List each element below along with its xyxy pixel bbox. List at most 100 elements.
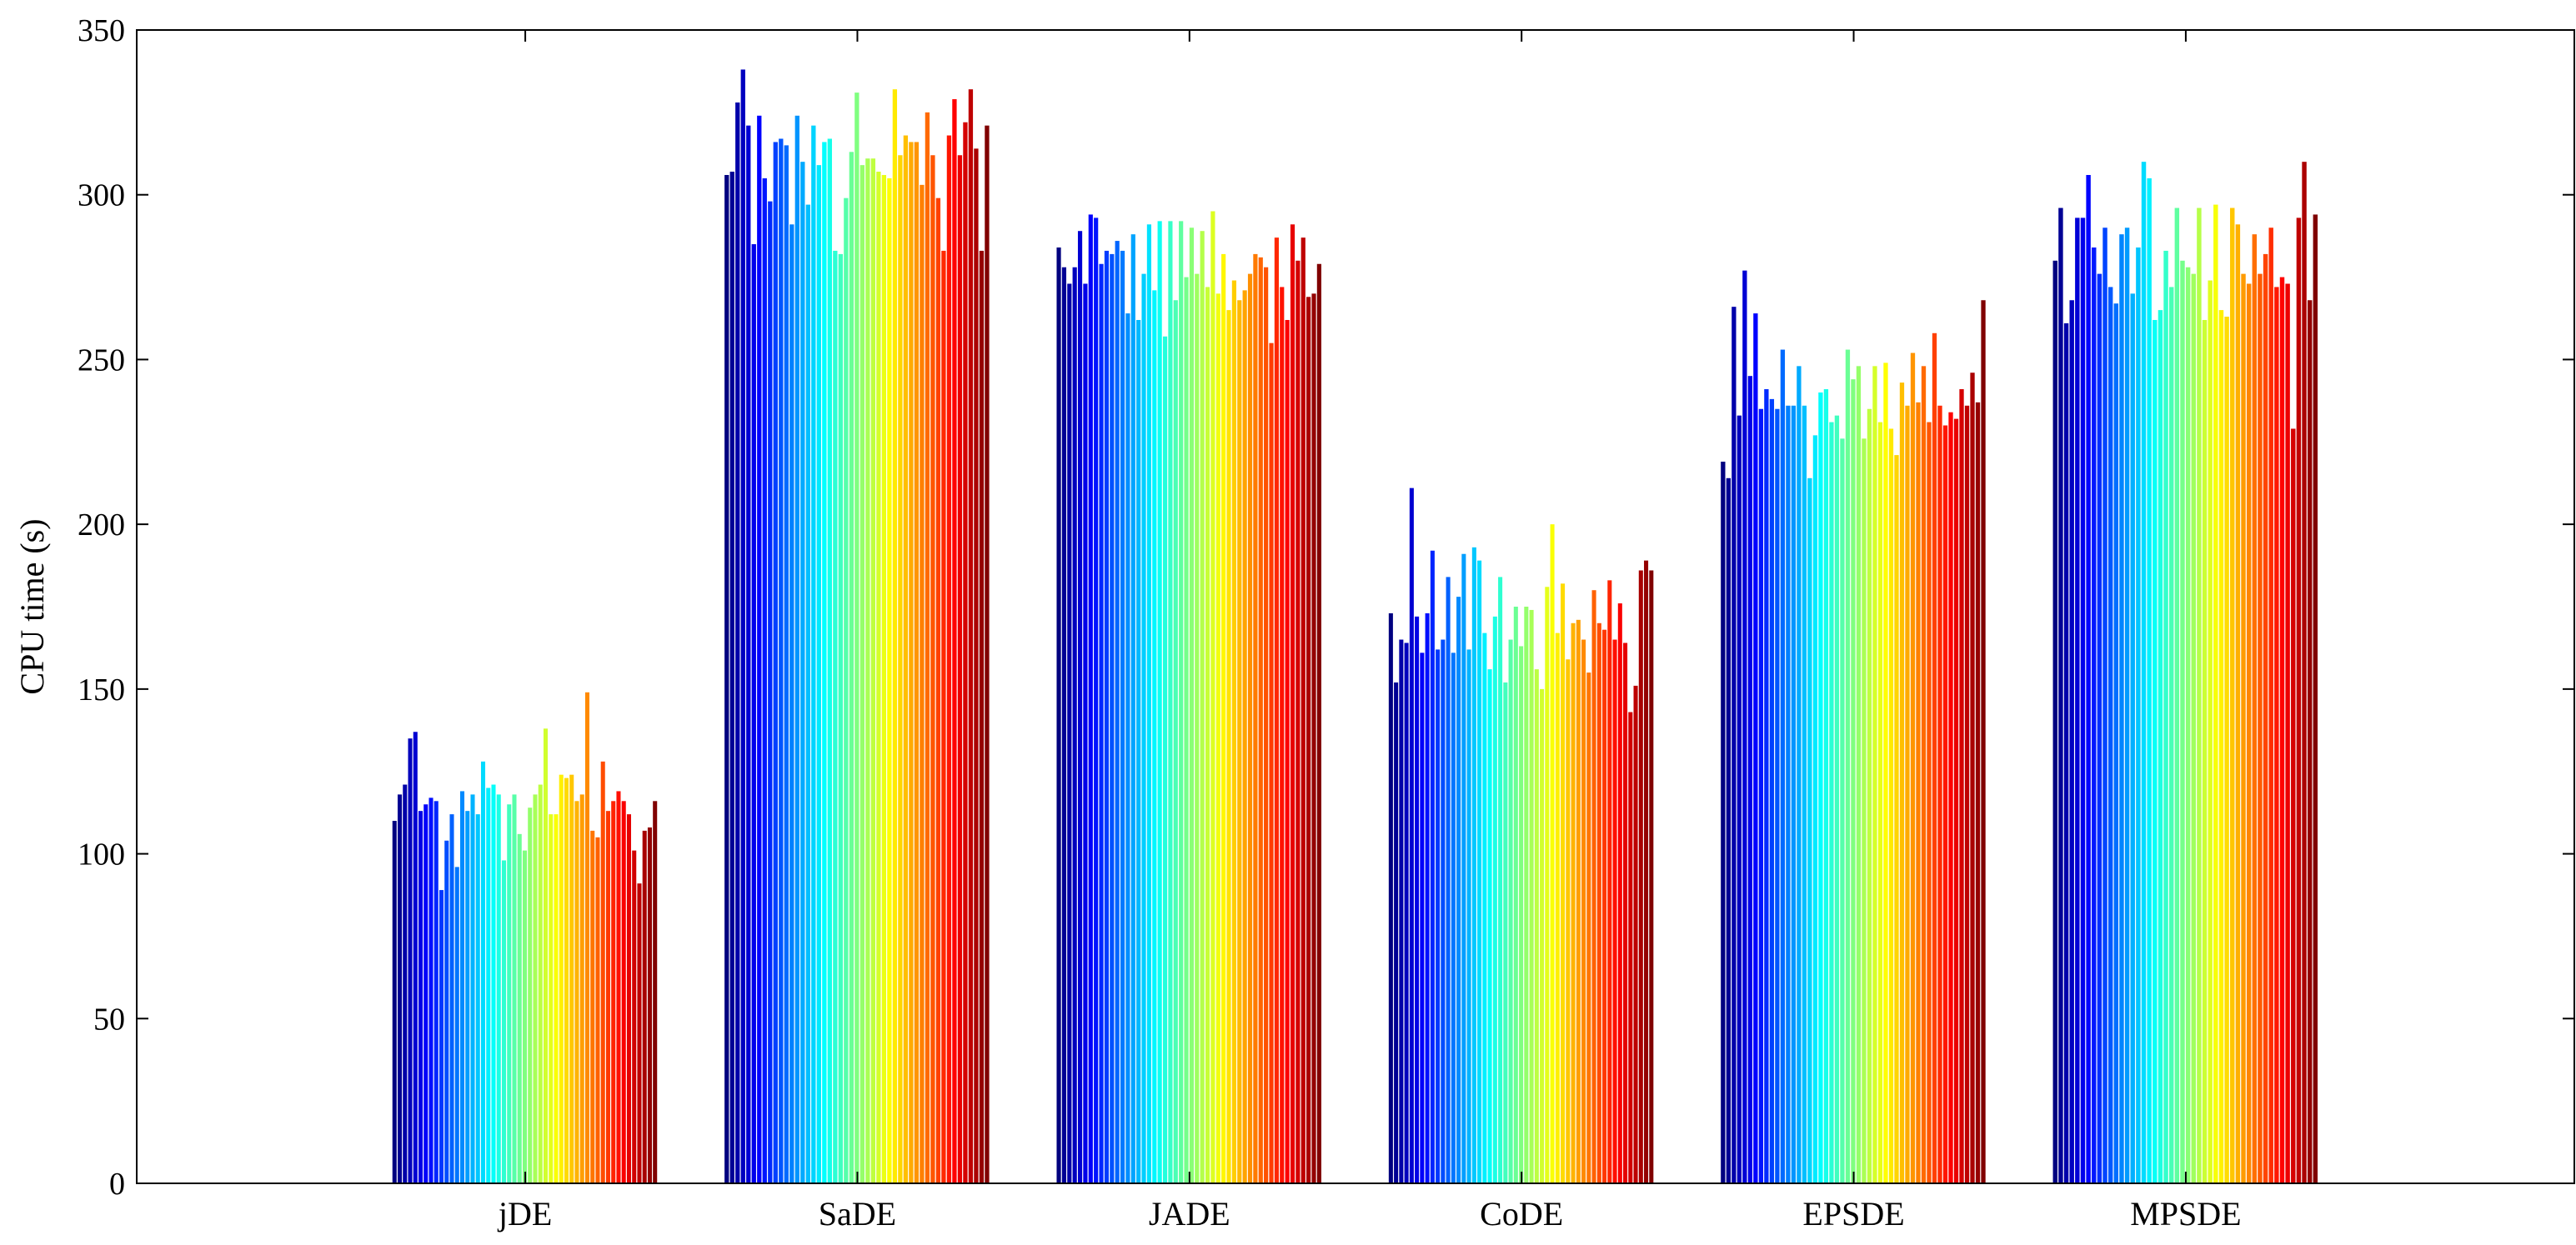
bar-epsde-36 (1910, 352, 1916, 1183)
bar-sade-8 (762, 178, 767, 1184)
bar-epsde-43 (1948, 412, 1953, 1183)
bar-sade-41 (941, 250, 946, 1184)
bar-sade-38 (925, 112, 930, 1184)
bar-jade-27 (1195, 273, 1200, 1183)
bar-epsde-6 (1747, 376, 1753, 1183)
bar-mpsde-33 (2230, 208, 2235, 1183)
y-tick-label-300: 300 (78, 178, 125, 213)
bar-mpsde-13 (2119, 234, 2124, 1183)
bar-jde-5 (413, 732, 418, 1183)
bar-jade-29 (1205, 287, 1210, 1184)
y-axis-title: CPU time (s) (13, 518, 51, 694)
bar-jade-14 (1125, 313, 1130, 1183)
bar-sade-22 (838, 253, 843, 1183)
bar-mpsde-39 (2263, 253, 2268, 1183)
bar-sade-49 (985, 125, 990, 1183)
bar-code-14 (1456, 597, 1461, 1183)
bar-jde-42 (605, 811, 610, 1183)
bar-jade-2 (1061, 267, 1067, 1184)
bar-sade-37 (920, 184, 925, 1184)
x-tick-label-mpsde: MPSDE (2130, 1195, 2241, 1232)
bar-mpsde-11 (2107, 287, 2113, 1184)
bar-mpsde-23 (2174, 208, 2180, 1183)
bar-sade-12 (784, 145, 789, 1183)
bar-mpsde-41 (2274, 287, 2279, 1184)
bar-epsde-11 (1775, 408, 1780, 1183)
bar-jade-44 (1285, 319, 1290, 1184)
bar-jade-4 (1072, 267, 1077, 1184)
bar-mpsde-48 (2313, 214, 2318, 1184)
bar-mpsde-21 (2163, 250, 2168, 1184)
bar-code-10 (1436, 649, 1441, 1183)
bar-sade-14 (794, 115, 799, 1183)
bar-sade-45 (963, 122, 968, 1184)
bar-mpsde-40 (2268, 228, 2273, 1183)
bar-mpsde-7 (2086, 174, 2091, 1184)
bar-jde-20 (491, 784, 496, 1183)
bar-code-5 (1409, 488, 1414, 1183)
bar-code-48 (1633, 685, 1638, 1183)
plot-frame (136, 29, 2575, 1184)
bar-code-2 (1394, 682, 1399, 1183)
bar-jade-1 (1056, 247, 1061, 1184)
bar-epsde-24 (1845, 349, 1851, 1183)
bar-jade-12 (1115, 241, 1120, 1183)
bar-epsde-23 (1840, 438, 1845, 1183)
bar-epsde-38 (1921, 366, 1927, 1184)
bar-code-47 (1628, 712, 1633, 1183)
bar-jade-3 (1067, 283, 1072, 1184)
bar-jade-34 (1231, 280, 1236, 1183)
bar-jde-13 (454, 867, 459, 1183)
bar-epsde-42 (1942, 425, 1948, 1183)
bar-jde-23 (507, 804, 512, 1183)
bar-code-15 (1461, 553, 1466, 1183)
bar-jde-21 (496, 794, 501, 1183)
bar-code-35 (1566, 659, 1571, 1183)
bar-sade-27 (865, 158, 870, 1184)
bar-jade-19 (1152, 290, 1157, 1183)
bar-jde-14 (459, 791, 465, 1183)
bar-mpsde-34 (2235, 224, 2241, 1183)
bar-code-24 (1508, 639, 1513, 1183)
bar-jade-18 (1146, 224, 1151, 1183)
bar-jde-46 (626, 814, 631, 1183)
bar-jade-23 (1173, 300, 1178, 1183)
bar-sade-16 (805, 204, 810, 1184)
bar-code-29 (1534, 669, 1539, 1183)
bar-epsde-3 (1732, 307, 1737, 1183)
bar-jade-39 (1258, 257, 1263, 1184)
bar-jde-10 (439, 890, 444, 1183)
bar-jde-8 (428, 798, 434, 1183)
bar-jde-35 (569, 774, 574, 1183)
bar-code-11 (1441, 639, 1446, 1183)
bar-jade-36 (1242, 290, 1247, 1183)
bar-epsde-27 (1862, 438, 1867, 1183)
bar-jde-6 (418, 811, 423, 1183)
bar-epsde-34 (1899, 382, 1905, 1183)
bar-mpsde-30 (2213, 204, 2218, 1184)
bar-mpsde-44 (2291, 428, 2296, 1183)
bar-sade-21 (833, 250, 838, 1184)
bar-code-27 (1524, 607, 1529, 1183)
bar-mpsde-9 (2097, 273, 2102, 1183)
bar-jade-30 (1210, 211, 1215, 1184)
bar-sade-31 (887, 178, 892, 1184)
bar-sade-35 (909, 142, 914, 1184)
bar-sade-9 (768, 201, 773, 1183)
bar-mpsde-27 (2197, 208, 2202, 1183)
bar-sade-3 (735, 102, 740, 1184)
y-tick-label-150: 150 (78, 672, 125, 708)
bar-jde-33 (559, 774, 564, 1183)
bar-sade-32 (892, 89, 898, 1183)
bar-jade-32 (1221, 253, 1226, 1183)
bar-mpsde-28 (2202, 319, 2208, 1184)
bar-jade-7 (1088, 214, 1093, 1184)
bar-jade-31 (1215, 293, 1220, 1184)
bar-sade-36 (914, 142, 920, 1184)
bar-sade-6 (751, 244, 756, 1183)
bars-layer (392, 69, 2318, 1184)
bar-sade-47 (974, 148, 979, 1184)
bar-jde-2 (397, 794, 403, 1183)
bar-sade-48 (979, 250, 985, 1184)
